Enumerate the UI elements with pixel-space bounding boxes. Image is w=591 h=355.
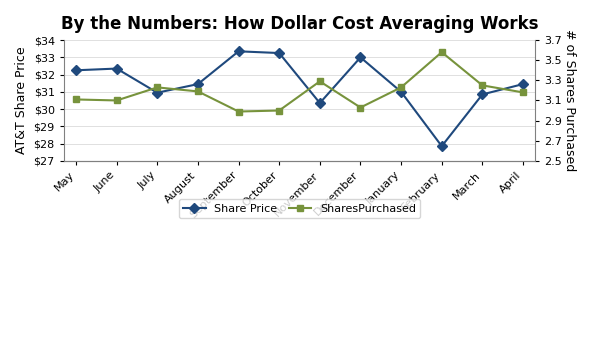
Share Price [73, 68, 80, 72]
SharesPurchased [438, 50, 445, 54]
SharesPurchased [316, 79, 323, 83]
Line: SharesPurchased: SharesPurchased [73, 49, 527, 115]
SharesPurchased [194, 89, 202, 93]
Share Price [235, 49, 242, 54]
Share Price [438, 144, 445, 148]
SharesPurchased [275, 108, 282, 113]
Share Price [154, 91, 161, 95]
SharesPurchased [73, 97, 80, 102]
Line: Share Price: Share Price [73, 48, 527, 149]
SharesPurchased [398, 85, 405, 89]
Legend: Share Price, SharesPurchased: Share Price, SharesPurchased [179, 199, 420, 218]
SharesPurchased [113, 98, 120, 103]
SharesPurchased [479, 83, 486, 87]
SharesPurchased [519, 90, 527, 94]
SharesPurchased [357, 105, 364, 110]
Share Price [357, 55, 364, 60]
Share Price [316, 101, 323, 105]
SharesPurchased [235, 109, 242, 114]
SharesPurchased [154, 85, 161, 89]
Share Price [275, 51, 282, 55]
Share Price [398, 90, 405, 94]
Y-axis label: AT&T Share Price: AT&T Share Price [15, 47, 28, 154]
Share Price [194, 82, 202, 86]
Title: By the Numbers: How Dollar Cost Averaging Works: By the Numbers: How Dollar Cost Averagin… [61, 15, 538, 33]
Share Price [519, 82, 527, 86]
Share Price [113, 66, 120, 71]
Share Price [479, 92, 486, 97]
Y-axis label: # of Shares Purchased: # of Shares Purchased [563, 29, 576, 171]
